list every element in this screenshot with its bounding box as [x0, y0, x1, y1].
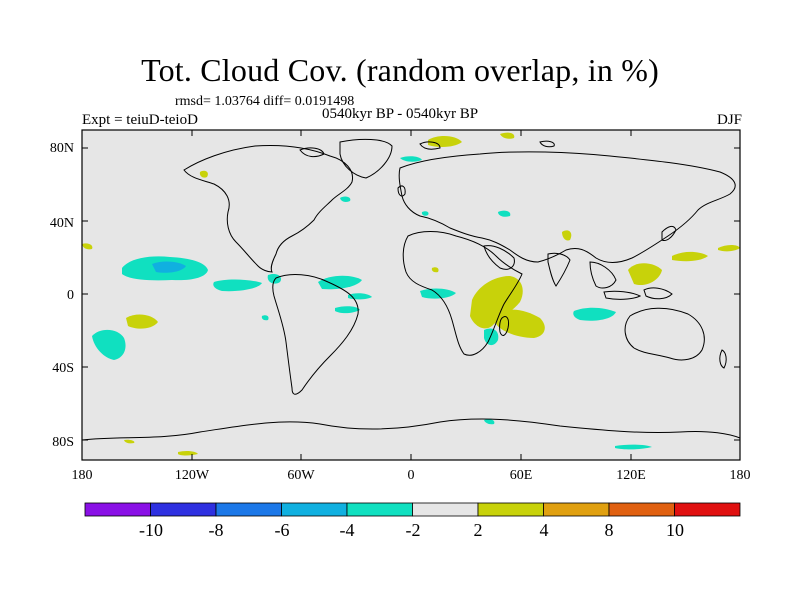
coast-new-zealand — [719, 349, 727, 369]
coastlines — [81, 138, 741, 441]
patch-blue-central-pacific — [152, 261, 186, 273]
patch-cyan-east-pacific — [213, 279, 262, 292]
coast-greenland — [339, 138, 393, 179]
patch-yellow-west-pacific — [672, 251, 708, 262]
axis-ticks — [82, 130, 740, 460]
coast-south-america — [272, 274, 359, 395]
coast-eurasia — [398, 151, 736, 263]
anomaly-patches — [82, 132, 740, 456]
patch-yellow-west-edge — [82, 243, 93, 250]
patch-cyan-south-pacific-west — [92, 329, 126, 360]
colorbar-label-10: 10 — [666, 520, 684, 540]
colorbar-label-neg6: -6 — [274, 520, 290, 540]
colorbar-label-neg4: -4 — [339, 520, 355, 540]
experiment-label: Expt = teiuD-teioD — [82, 112, 198, 128]
colorbar-bin-5 — [346, 502, 413, 517]
coast-antarctica — [81, 418, 741, 441]
coast-india — [547, 252, 571, 287]
lon-label-120w: 120W — [174, 468, 210, 483]
patch-cyan-antarctic — [615, 444, 652, 450]
patch-yellow-south-pacific — [126, 314, 158, 329]
patch-cyan-middle-east — [498, 210, 511, 217]
coast-madagascar — [499, 315, 509, 336]
colorbar-label-8: 8 — [604, 520, 614, 540]
colorbar-bin-8 — [543, 502, 610, 517]
patch-yellow-east-africa — [470, 276, 523, 329]
patch-yellow-antarctic-pacific — [124, 439, 135, 444]
patch-cyan-mediterranean — [421, 211, 429, 216]
coast-africa — [402, 231, 523, 356]
patch-cyan-gulf-guinea — [420, 288, 456, 299]
season-label: DJF — [716, 112, 742, 128]
patch-cyan-south-america — [267, 273, 282, 284]
lon-label-180w: 180 — [71, 468, 93, 483]
coast-uk — [397, 185, 406, 197]
colorbar-label-neg8: -8 — [208, 520, 224, 540]
patch-yellow-antarctic-west — [178, 450, 198, 456]
patch-yellow-north-pacific — [199, 170, 208, 178]
rmsd-diff-stats: rmsd= 1.03764 diff= 0.0191498 — [175, 94, 355, 109]
lon-label-120e: 120E — [616, 468, 646, 483]
patch-yellow-madagascar — [496, 309, 545, 338]
coast-japan — [661, 225, 677, 241]
patch-yellow-dateline — [718, 245, 740, 252]
patch-cyan-south-atlantic — [335, 306, 360, 314]
patch-yellow-arctic — [428, 136, 462, 147]
coast-arctic-islands — [299, 140, 555, 158]
patch-cyan-west-pacific-s — [261, 315, 269, 321]
colorbar-label-4: 4 — [539, 520, 549, 540]
colorbar-label-neg2: -2 — [405, 520, 421, 540]
colorbar-bin-1 — [84, 502, 151, 517]
patch-cyan-atlantic-north — [318, 275, 362, 290]
patch-cyan-atlantic-equator — [348, 293, 372, 300]
patch-cyan-northatlantic-small — [340, 196, 351, 202]
lat-label-40n: 40N — [49, 216, 74, 231]
colorbar-bin-6 — [412, 502, 479, 517]
patch-yellow-africa-north — [431, 267, 439, 273]
colorbar-bin-3 — [215, 502, 282, 517]
lon-label-60w: 60W — [287, 468, 315, 483]
lat-label-0: 0 — [67, 288, 74, 303]
colorbar-bin-2 — [150, 502, 217, 517]
coast-north-america — [183, 145, 354, 273]
patch-cyan-arctic — [400, 156, 422, 162]
period-label: 0540kyr BP - 0540kyr BP — [322, 106, 479, 122]
lat-label-80n: 80N — [49, 141, 74, 156]
patch-cyan-indian-ocean — [573, 307, 616, 321]
colorbar-bin-10 — [674, 502, 741, 517]
coast-arabia — [483, 245, 515, 270]
lat-label-40s: 40S — [52, 361, 74, 376]
colorbar-label-neg10: -10 — [139, 520, 163, 540]
colorbar — [84, 502, 741, 517]
patch-cyan-mozambique — [484, 328, 499, 346]
lat-label-80s: 80S — [52, 435, 74, 450]
coast-indonesia — [603, 287, 673, 300]
coast-southeast-asia — [589, 261, 617, 289]
colorbar-bin-4 — [281, 502, 348, 517]
colorbar-bin-9 — [608, 502, 675, 517]
patch-yellow-maritime — [628, 263, 662, 286]
map-background — [82, 130, 740, 460]
map-title: Tot. Cloud Cov. (random overlap, in %) — [141, 52, 659, 88]
lon-label-0: 0 — [407, 468, 415, 483]
coast-australia — [624, 307, 705, 361]
patch-yellow-nw-pacific — [562, 230, 572, 241]
patch-yellow-siberia — [500, 132, 515, 139]
colorbar-bin-7 — [477, 502, 544, 517]
patch-cyan-southern-ocean — [484, 419, 495, 425]
lon-label-180e: 180 — [729, 468, 751, 483]
lon-label-60e: 60E — [509, 468, 533, 483]
colorbar-label-2: 2 — [473, 520, 483, 540]
